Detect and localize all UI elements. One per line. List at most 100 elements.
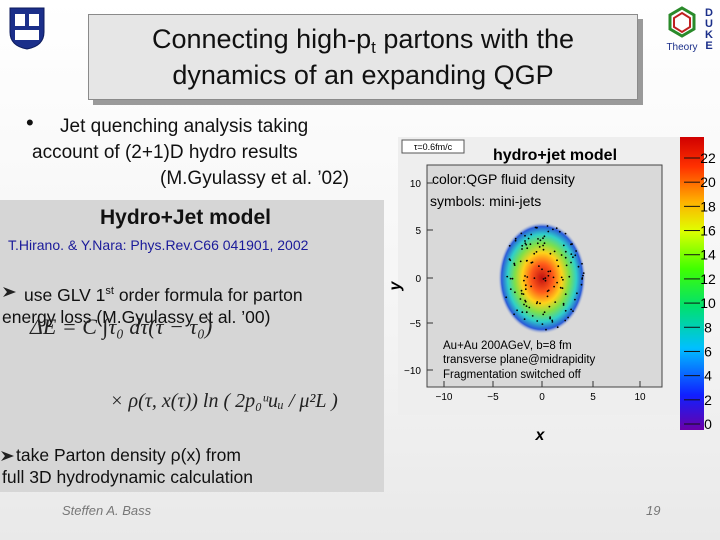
mini-jet <box>546 295 549 298</box>
item-line: use GLV 1st order formula for parton <box>24 280 384 306</box>
mini-jet <box>525 243 528 246</box>
mini-jet <box>560 254 563 256</box>
x-tick-label: 0 <box>539 392 545 403</box>
mini-jet <box>545 328 547 331</box>
mini-jet <box>522 293 525 295</box>
title-line-2: dynamics of an expanding QGP <box>172 60 554 90</box>
mini-jet <box>562 278 564 281</box>
item-line: energy loss (M.Gyulassy et al. ’00) <box>2 306 271 327</box>
mini-jet <box>575 250 577 252</box>
footer-author: Steffen A. Bass <box>62 503 152 518</box>
mini-jet <box>521 244 524 247</box>
mini-jet <box>536 320 539 322</box>
mini-jet <box>572 256 574 259</box>
mini-jet <box>551 321 554 323</box>
mini-jet <box>526 276 529 278</box>
colorbar-tick-label: 10 <box>700 295 716 311</box>
logo-letter: K <box>705 29 713 41</box>
colorbar-tick-label: 18 <box>700 198 716 214</box>
mini-jet <box>508 244 511 247</box>
mini-jet <box>556 281 558 284</box>
x-tick-label: 5 <box>590 392 596 403</box>
mini-jet <box>572 310 574 312</box>
item-text: order formula for parton <box>113 284 303 305</box>
mini-jet <box>543 235 546 238</box>
mini-jet <box>524 234 526 237</box>
mini-jet <box>552 276 555 279</box>
bullet: • Jet quenching analysis taking account … <box>26 110 368 192</box>
mini-jet <box>537 238 539 240</box>
colorbar-tick-label: 14 <box>700 247 716 263</box>
colorbar-tick-label: 6 <box>704 343 712 359</box>
mini-jet <box>526 259 528 262</box>
logo-letter: E <box>705 40 712 52</box>
mini-jet <box>544 279 547 282</box>
y-tick-label: −5 <box>410 319 422 330</box>
colorbar-tick-label: 8 <box>704 319 712 335</box>
mini-jet <box>542 244 544 247</box>
note-line: Fragmentation switched off <box>443 369 582 381</box>
mini-jet <box>538 246 541 248</box>
logo-letter: U <box>705 18 713 30</box>
y-axis-label: y <box>387 280 404 291</box>
mini-jet <box>564 232 567 235</box>
mini-jet <box>551 319 554 322</box>
mini-jet <box>524 300 527 303</box>
mini-jet <box>541 268 543 271</box>
mini-jet <box>511 277 514 280</box>
mini-jet <box>538 265 540 267</box>
mini-jet <box>519 260 522 263</box>
item-text: use GLV 1 <box>24 284 106 305</box>
mini-jet <box>557 265 560 268</box>
legend-line: color:QGP fluid density <box>432 171 575 187</box>
mini-jet <box>559 286 562 289</box>
mini-jet <box>564 309 567 312</box>
colorbar <box>680 137 704 430</box>
mini-jet <box>535 226 538 229</box>
mini-jet <box>516 309 518 312</box>
mini-jet <box>577 265 580 268</box>
mini-jet <box>546 225 549 227</box>
item: use GLV 1st order formula for parton ene… <box>2 280 384 328</box>
colorbar-tick-label: 20 <box>700 174 716 190</box>
legend-line: symbols: mini-jets <box>430 193 541 209</box>
figure-title: hydro+jet model <box>493 147 617 164</box>
mini-jet <box>580 283 583 286</box>
mini-jet <box>558 230 561 233</box>
mini-jet <box>570 261 572 264</box>
mini-jet <box>524 284 527 287</box>
mini-jet <box>548 305 551 308</box>
mini-jet <box>531 315 534 317</box>
mini-jet <box>544 277 547 279</box>
mini-jet <box>564 293 567 296</box>
mini-jet <box>542 248 545 251</box>
bullet-line: Jet quenching analysis taking <box>60 116 309 137</box>
mini-jet <box>524 242 527 245</box>
mini-jet <box>525 311 528 314</box>
y-tick-label: 5 <box>415 226 421 237</box>
colorbar-tick-label: 2 <box>704 392 712 408</box>
colorbar-tick-label: 22 <box>700 150 716 166</box>
mini-jet <box>509 288 512 290</box>
mini-jet <box>560 276 563 279</box>
logo-letter: D <box>705 7 713 19</box>
mini-jet <box>574 254 577 257</box>
mini-jet <box>513 262 516 265</box>
mini-jet <box>581 278 583 280</box>
mini-jet <box>513 313 515 316</box>
title-subscript: t <box>371 38 376 57</box>
arrow-bullet <box>1 451 14 461</box>
reference: T.Hirano. & Y.Nara: Phys.Rev.C66 041901,… <box>8 237 309 253</box>
mini-jet <box>549 252 552 255</box>
density-blob <box>498 222 586 334</box>
right-logo: D U K E Theory <box>666 6 713 53</box>
mini-jet <box>582 274 584 277</box>
note-line: Au+Au 200AGeV, b=8 fm <box>443 340 572 352</box>
mini-jet <box>542 313 545 316</box>
mini-jet <box>570 308 572 311</box>
mini-jet <box>520 289 523 292</box>
mini-jet <box>570 253 573 256</box>
